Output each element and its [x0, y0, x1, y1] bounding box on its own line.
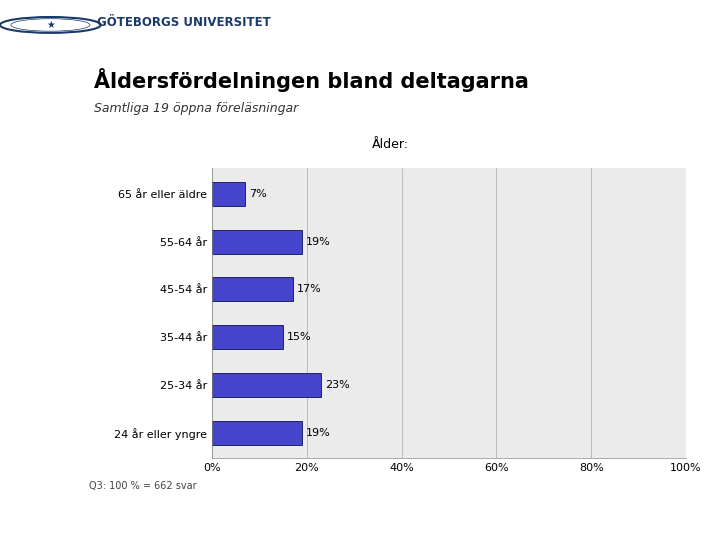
Text: ★: ★ [46, 20, 55, 30]
Text: www.gu.se: www.gu.se [631, 512, 691, 522]
Text: Samtliga 19 öppna föreläsningar: Samtliga 19 öppna föreläsningar [94, 102, 298, 115]
Text: 19%: 19% [306, 428, 330, 438]
Text: 15%: 15% [287, 333, 312, 342]
Bar [212, 230, 302, 253]
Text: GÖTEBORGS UNIVERSITET: GÖTEBORGS UNIVERSITET [97, 16, 271, 29]
Text: 7%: 7% [249, 188, 267, 199]
Bar [212, 181, 246, 206]
Text: 19%: 19% [306, 237, 330, 247]
Text: Ålder:: Ålder: [372, 138, 409, 151]
Bar [212, 421, 302, 445]
Bar [212, 326, 283, 349]
Text: 23%: 23% [325, 380, 350, 390]
Bar [212, 278, 292, 301]
Text: 17%: 17% [297, 285, 321, 294]
Text: Q3: 100 % = 662 svar: Q3: 100 % = 662 svar [89, 481, 197, 491]
Text: Åldersfördelningen bland deltagarna: Åldersfördelningen bland deltagarna [94, 68, 528, 92]
Bar [212, 373, 321, 397]
Text: Undersökning genomförd av SKRIVKRAFT och sammanställd i februari 2010.: Undersökning genomförd av SKRIVKRAFT och… [36, 512, 462, 522]
